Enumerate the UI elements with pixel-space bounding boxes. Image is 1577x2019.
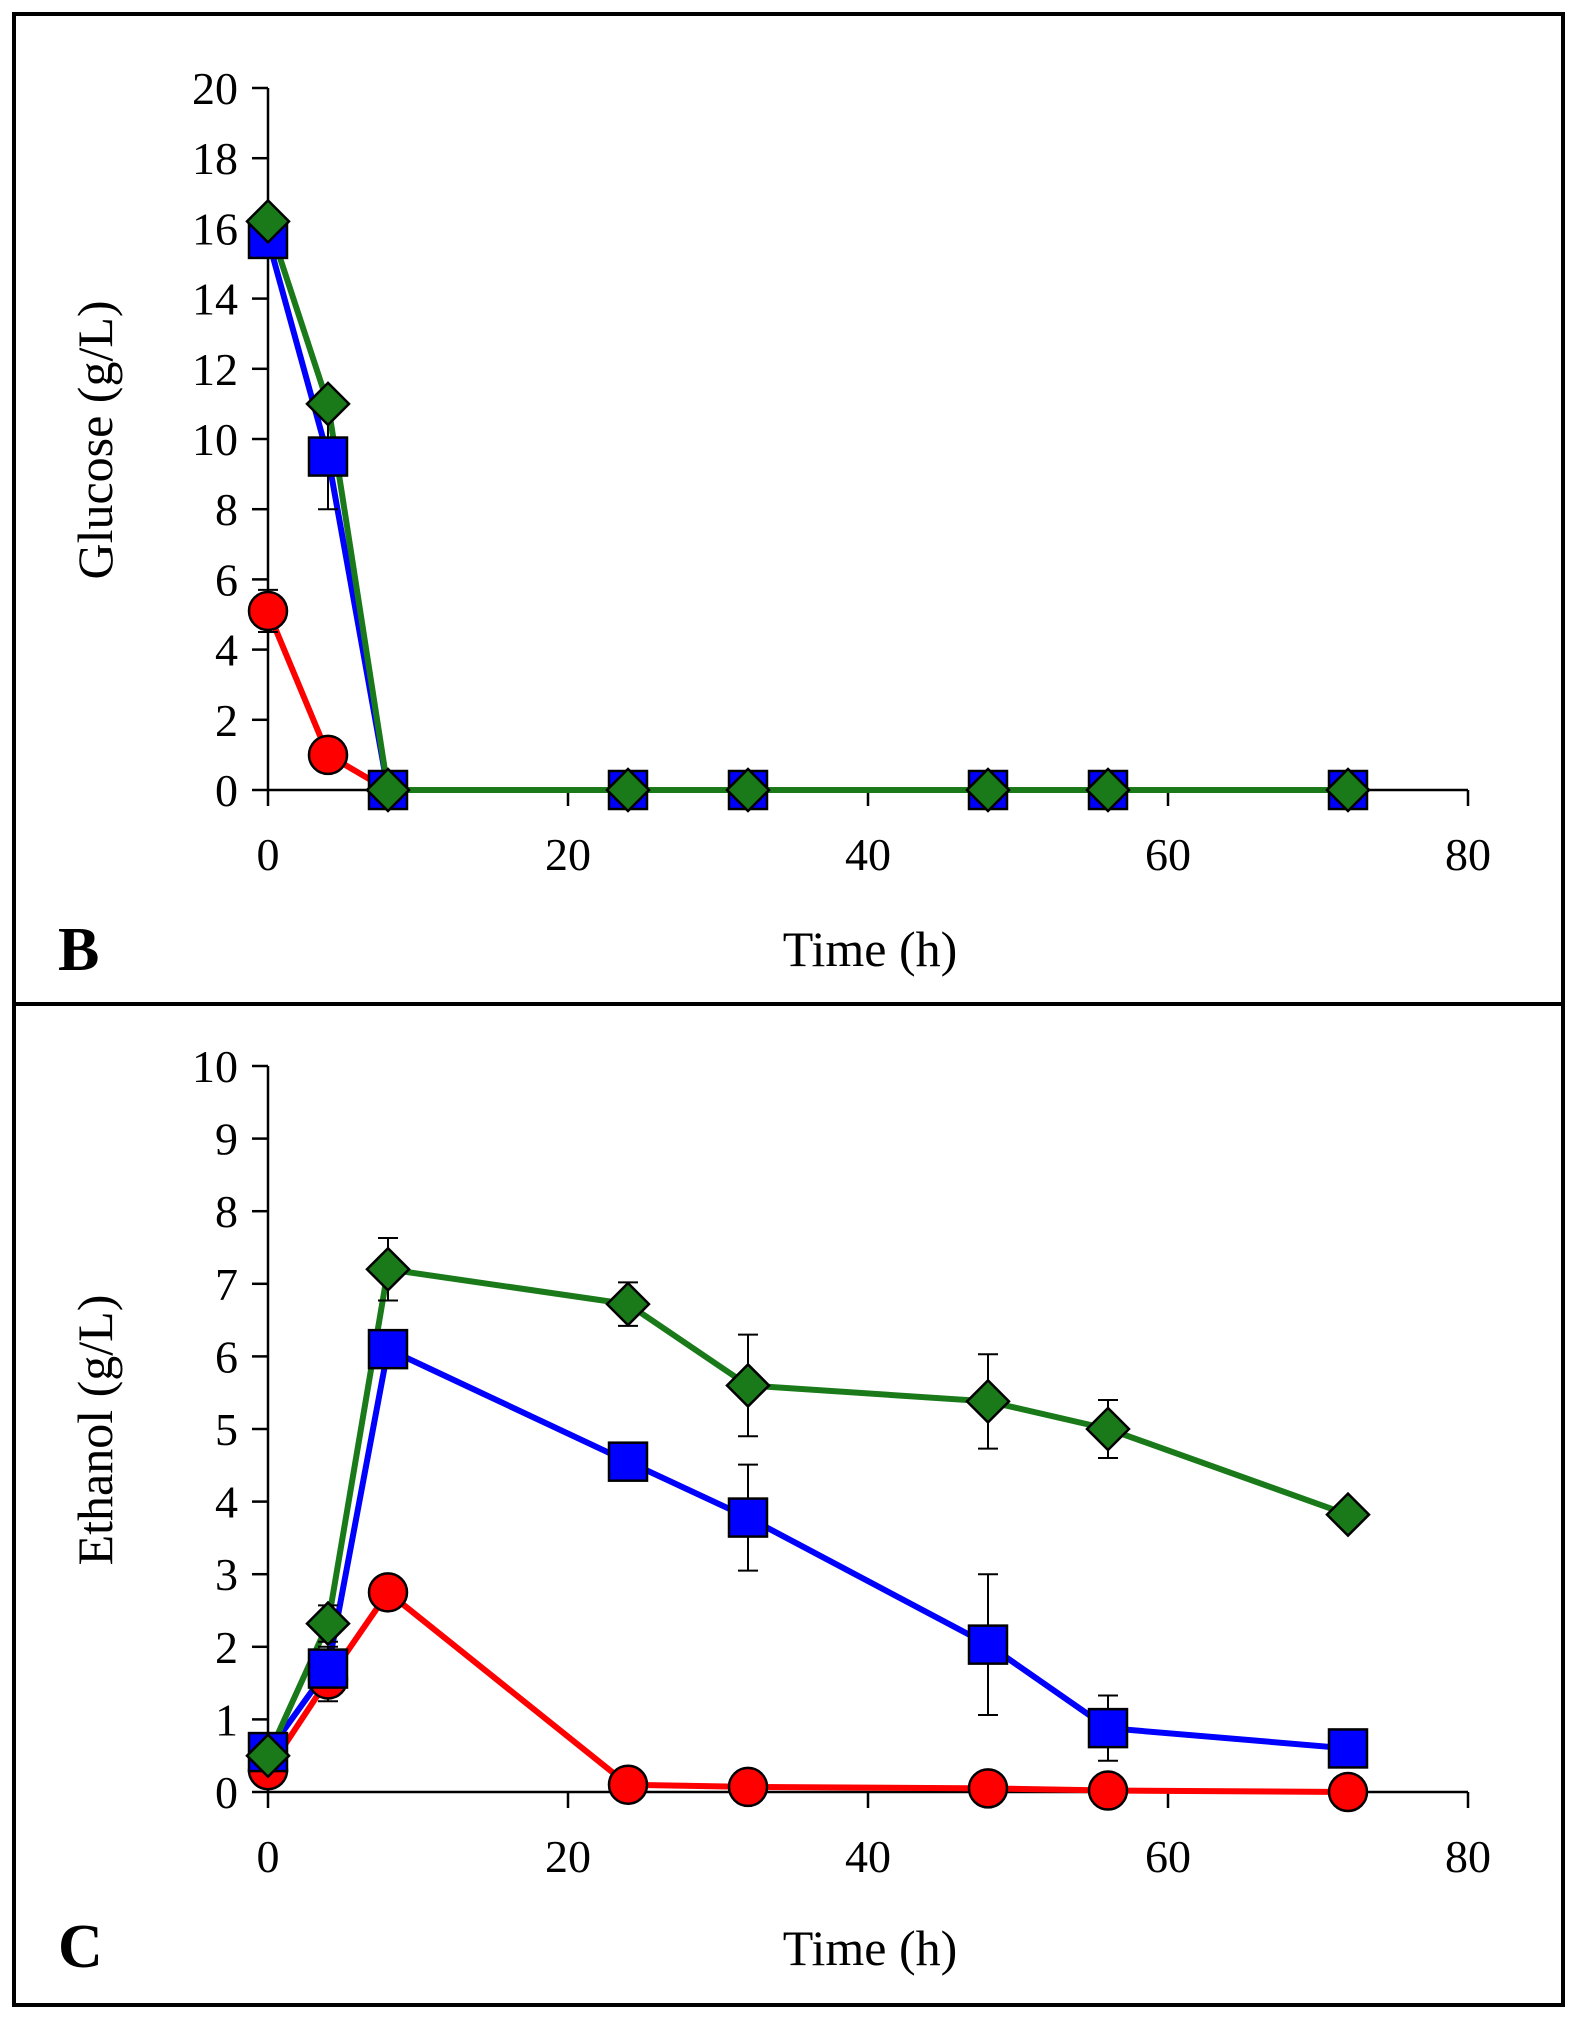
panel-c-ethanol: C Time (h) Ethanol (g/L) 0 1 2 3 4 5 6 7 8 9 10 0 20… bbox=[12, 1002, 1565, 2007]
point-red-circle bbox=[247, 590, 289, 632]
y-tick-label: 0 bbox=[215, 765, 238, 816]
x-tick-label: 20 bbox=[545, 1831, 591, 1882]
y-tick-label: 8 bbox=[215, 484, 238, 535]
point-green-diamond bbox=[245, 1732, 291, 1779]
panel-c-marks bbox=[245, 1237, 1371, 1813]
series-line-green-diamond bbox=[265, 1266, 1350, 1757]
y-tick-label: 3 bbox=[215, 1549, 238, 1600]
point-green-diamond bbox=[965, 1378, 1011, 1425]
point-red-circle bbox=[607, 1764, 649, 1805]
x-tick-label: 40 bbox=[845, 829, 891, 880]
panel-c-ylabel: Ethanol (g/L) bbox=[67, 1295, 123, 1566]
panel-c-letter: C bbox=[58, 1913, 103, 1981]
panel-b-marks bbox=[245, 198, 1371, 813]
point-red-circle bbox=[367, 1572, 409, 1613]
panel-c-frame bbox=[12, 1002, 1565, 2007]
y-tick-label: 5 bbox=[215, 1404, 238, 1455]
x-tick-label: 80 bbox=[1445, 829, 1491, 880]
y-tick-label: 8 bbox=[215, 1186, 238, 1237]
panel-b-xlabel: Time (h) bbox=[783, 921, 958, 977]
y-tick-label: 9 bbox=[215, 1114, 238, 1165]
point-red-circle bbox=[967, 1768, 1009, 1809]
point-green-diamond bbox=[305, 1600, 351, 1647]
point-blue-square bbox=[367, 1328, 409, 1370]
y-tick-label: 2 bbox=[215, 1622, 238, 1673]
point-blue-square bbox=[1327, 1728, 1369, 1769]
x-tick-label: 0 bbox=[257, 1831, 280, 1882]
panel-b-ylabel: Glucose (g/L) bbox=[67, 300, 123, 579]
point-green-diamond bbox=[1085, 1406, 1131, 1452]
x-tick-label: 60 bbox=[1145, 1831, 1191, 1882]
point-green-diamond bbox=[725, 1362, 771, 1409]
series-line-blue-square bbox=[265, 238, 1348, 793]
point-red-circle bbox=[307, 734, 349, 776]
point-green-diamond bbox=[1325, 1491, 1371, 1538]
point-blue-square bbox=[967, 1624, 1009, 1665]
point-green-diamond bbox=[365, 767, 411, 813]
panel-b-letter: B bbox=[58, 916, 99, 984]
y-tick-label: 1 bbox=[215, 1694, 238, 1745]
point-blue-square bbox=[307, 436, 349, 477]
y-tick-label: 18 bbox=[192, 133, 238, 184]
y-tick-label: 12 bbox=[192, 344, 238, 395]
x-tick-label: 0 bbox=[257, 829, 280, 880]
y-tick-label: 20 bbox=[192, 63, 238, 114]
x-tick-label: 80 bbox=[1445, 1831, 1491, 1882]
point-green-diamond bbox=[245, 198, 291, 245]
y-tick-label: 7 bbox=[215, 1259, 238, 1310]
point-green-diamond bbox=[1085, 767, 1131, 813]
y-tick-label: 10 bbox=[192, 414, 238, 465]
y-tick-label: 0 bbox=[215, 1767, 238, 1818]
series-line-blue-square bbox=[265, 1346, 1349, 1754]
point-green-diamond bbox=[725, 767, 771, 813]
point-blue-square bbox=[607, 1441, 649, 1482]
point-green-diamond bbox=[1325, 767, 1371, 813]
x-tick-label: 60 bbox=[1145, 829, 1191, 880]
point-red-circle bbox=[727, 1766, 769, 1808]
y-tick-label: 6 bbox=[215, 554, 238, 605]
y-tick-label: 4 bbox=[215, 1477, 238, 1528]
point-green-diamond bbox=[605, 767, 651, 813]
point-green-diamond bbox=[365, 1246, 411, 1293]
point-green-diamond bbox=[605, 1281, 651, 1327]
panel-b-frame bbox=[12, 12, 1565, 1006]
panel-c-xlabel: Time (h) bbox=[783, 1920, 958, 1976]
panel-c-ticks: 0 1 2 3 4 5 6 7 8 9 10 0 20 40 60 80 bbox=[192, 1041, 1491, 1882]
series-line-red-circle bbox=[265, 1589, 1349, 1795]
y-tick-label: 10 bbox=[192, 1041, 238, 1092]
x-tick-label: 20 bbox=[545, 829, 591, 880]
point-green-diamond bbox=[965, 767, 1011, 813]
point-red-circle bbox=[1327, 1771, 1369, 1813]
x-tick-label: 40 bbox=[845, 1831, 891, 1882]
y-tick-label: 16 bbox=[192, 203, 238, 254]
panel-b-ticks: 0 2 4 6 8 10 12 14 16 18 20 0 20 40 60 80 bbox=[192, 63, 1491, 880]
y-tick-label: 14 bbox=[192, 274, 238, 325]
y-tick-label: 6 bbox=[215, 1331, 238, 1382]
y-tick-label: 4 bbox=[215, 625, 238, 676]
point-blue-square bbox=[1087, 1707, 1129, 1749]
series-line-red-circle bbox=[265, 609, 1348, 793]
series-line-green-diamond bbox=[265, 220, 1348, 793]
point-green-diamond bbox=[305, 381, 351, 427]
point-red-circle bbox=[1087, 1770, 1129, 1811]
y-tick-label: 2 bbox=[215, 695, 238, 746]
point-blue-square bbox=[727, 1497, 769, 1538]
panel-b-glucose: B Time (h) Glucose (g/L) 0 2 4 6 8 10 12 14 16 18… bbox=[12, 12, 1565, 1006]
point-blue-square bbox=[307, 1648, 349, 1689]
